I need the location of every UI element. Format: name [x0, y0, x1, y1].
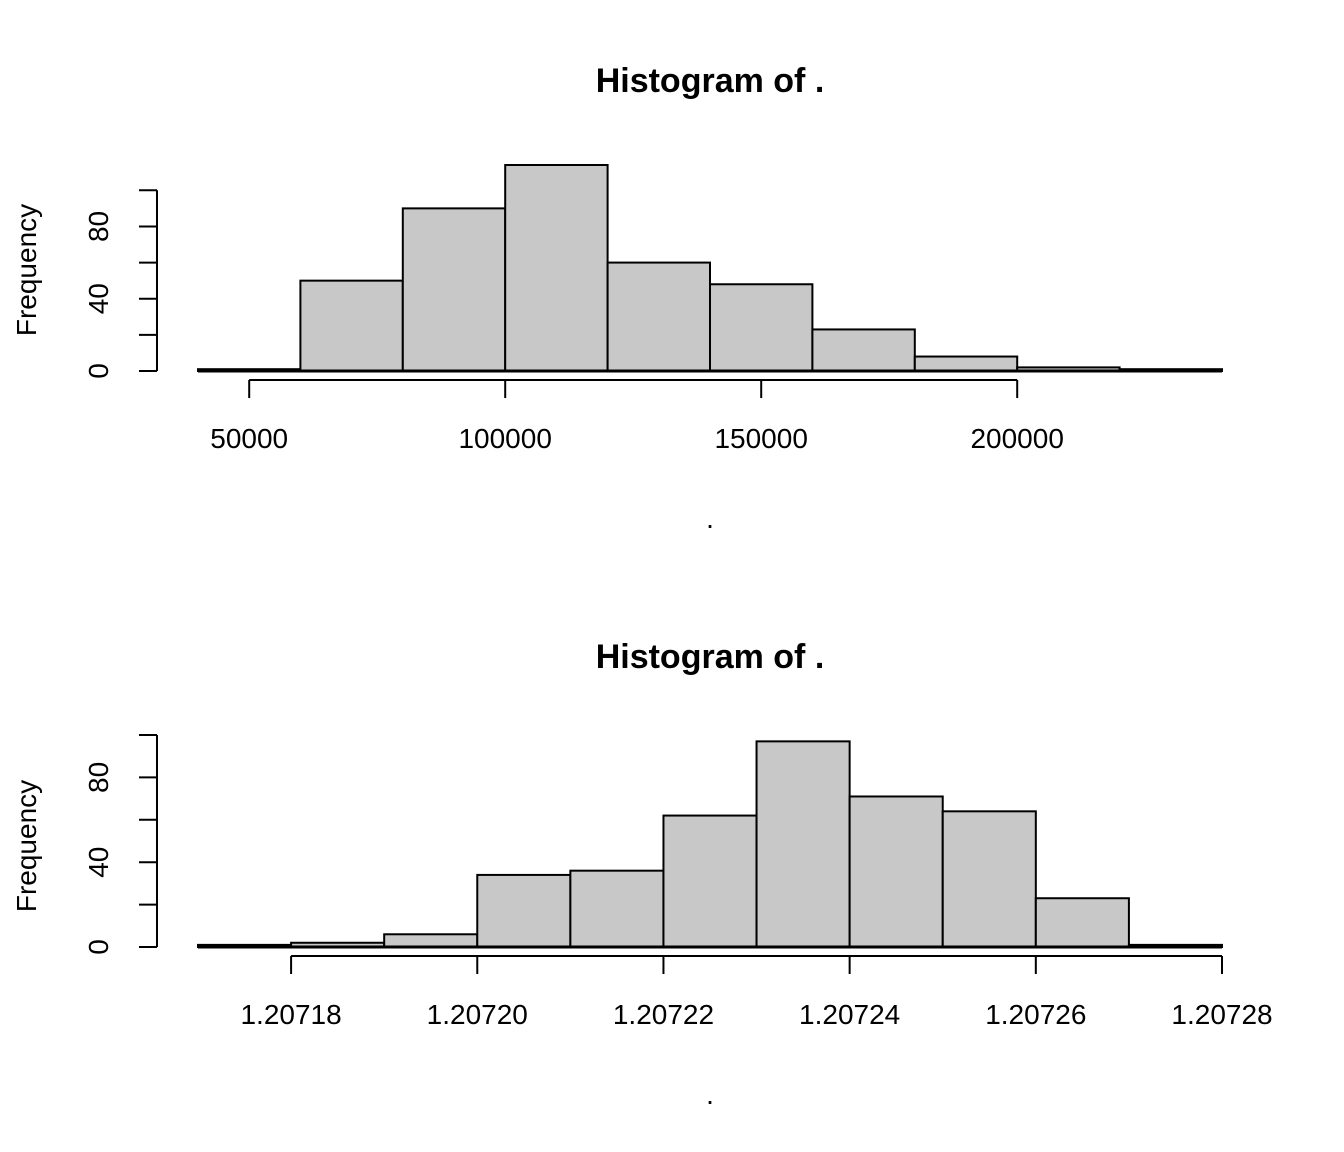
histogram-bar: [709, 283, 814, 372]
histogram-bar: [848, 795, 944, 948]
x-tick-label: 100000: [458, 423, 551, 454]
histogram-panel-1: Histogram of . . Frequency 50000 100000 15…: [11, 62, 1223, 534]
bars-1: [197, 164, 1223, 373]
histogram-bar: [1034, 897, 1130, 948]
y-axis-label-2: Frequency: [11, 780, 42, 912]
x-tick-label: 1.20720: [427, 999, 528, 1030]
histogram-bar: [504, 164, 609, 372]
chart-title-1: Histogram of .: [596, 62, 825, 100]
x-tick-label: 1.20722: [613, 999, 714, 1030]
y-tick-label: 80: [83, 762, 114, 793]
histogram-bar: [811, 328, 916, 373]
x-tick-label: 150000: [714, 423, 807, 454]
histogram-bar: [941, 810, 1037, 948]
x-axis-2: 1.20718 1.20720 1.20722 1.20724 1.20726 1.207…: [240, 955, 1273, 1030]
x-tick-label: 200000: [970, 423, 1063, 454]
bars-2: [197, 740, 1223, 949]
histogram-bar: [662, 814, 758, 948]
histogram-bar: [401, 207, 507, 372]
histogram-bar: [569, 869, 665, 948]
y-axis-1: 0 40 80: [83, 189, 158, 379]
histogram-bar: [913, 355, 1019, 372]
histogram-bar: [755, 740, 851, 948]
histogram-bar: [606, 261, 711, 372]
y-tick-label: 80: [83, 211, 114, 242]
x-axis-label-2: .: [706, 1079, 714, 1110]
y-axis-label-1: Frequency: [11, 204, 42, 336]
x-tick-label: 1.20728: [1171, 999, 1272, 1030]
x-tick-label: 1.20726: [985, 999, 1086, 1030]
x-axis-1: 50000 100000 150000 200000: [210, 379, 1064, 454]
y-tick-label: 40: [83, 283, 114, 314]
chart-title-2: Histogram of .: [596, 638, 825, 676]
y-tick-label: 0: [83, 939, 114, 955]
histogram-panel-2: Histogram of . . Frequency 1.20718 1.2072…: [11, 638, 1273, 1110]
y-tick-label: 0: [83, 363, 114, 379]
x-tick-label: 50000: [210, 423, 288, 454]
y-axis-2: 0 40 80: [83, 734, 158, 955]
histogram-bar: [383, 933, 479, 949]
x-tick-label: 1.20724: [799, 999, 900, 1030]
histogram-bar: [476, 873, 572, 948]
histogram-bar: [299, 279, 404, 372]
x-tick-label: 1.20718: [240, 999, 341, 1030]
x-axis-label-1: .: [706, 503, 714, 534]
y-tick-label: 40: [83, 847, 114, 878]
